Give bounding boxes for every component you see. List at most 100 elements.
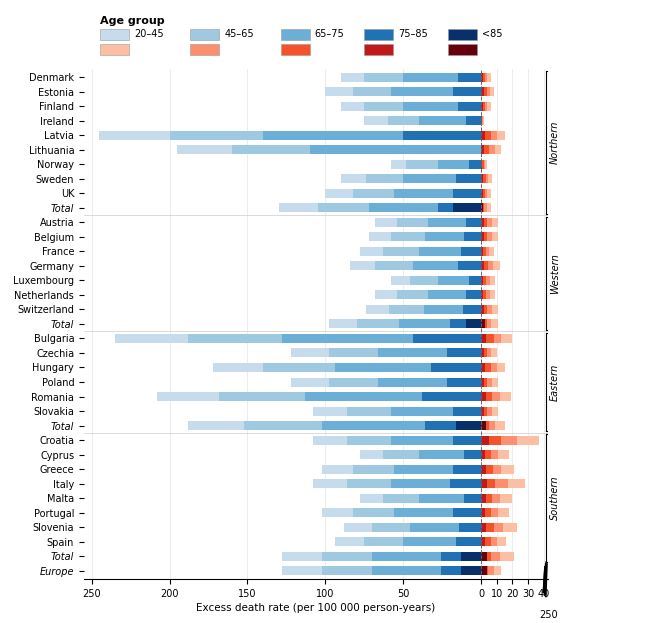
Bar <box>394 189 481 198</box>
Bar <box>170 131 481 140</box>
Bar <box>481 102 488 111</box>
Bar <box>481 276 495 285</box>
Bar <box>481 465 514 473</box>
Bar <box>458 262 481 270</box>
Text: 20–45: 20–45 <box>134 29 164 39</box>
Bar <box>464 450 481 459</box>
Bar <box>481 160 484 169</box>
Bar <box>419 450 481 459</box>
Bar <box>481 232 484 241</box>
Bar <box>379 378 481 386</box>
Bar <box>375 290 481 300</box>
Bar <box>353 189 481 198</box>
Bar <box>344 523 481 531</box>
Bar <box>481 334 486 343</box>
Bar <box>481 247 486 256</box>
Bar <box>481 87 493 96</box>
Bar <box>372 552 481 561</box>
Bar <box>464 493 481 503</box>
Text: Southern: Southern <box>550 476 560 520</box>
Bar <box>372 566 481 575</box>
Bar <box>481 421 495 430</box>
Bar <box>481 290 495 300</box>
Bar <box>322 508 481 517</box>
Bar <box>481 334 493 343</box>
Bar <box>388 117 481 125</box>
Bar <box>481 450 491 459</box>
Bar <box>481 218 492 227</box>
Bar <box>481 479 487 488</box>
Bar <box>481 276 486 285</box>
Bar <box>481 102 485 111</box>
Bar <box>481 508 499 517</box>
Bar <box>403 537 481 546</box>
Bar <box>419 117 481 125</box>
Bar <box>481 537 491 546</box>
Bar <box>481 392 492 401</box>
Bar <box>481 174 486 183</box>
Bar <box>394 508 481 517</box>
Bar <box>481 305 499 314</box>
Bar <box>461 566 481 575</box>
Bar <box>453 189 481 198</box>
Bar <box>188 421 481 430</box>
Bar <box>360 247 481 256</box>
Bar <box>188 334 481 343</box>
Bar <box>481 523 517 531</box>
Bar <box>383 247 481 256</box>
Bar <box>481 290 490 300</box>
Bar <box>425 232 481 241</box>
Bar <box>481 407 488 416</box>
Bar <box>481 145 489 155</box>
Bar <box>390 305 481 314</box>
Bar <box>481 392 511 401</box>
Bar <box>391 407 481 416</box>
Bar <box>481 218 484 227</box>
Bar <box>437 203 481 212</box>
Bar <box>325 189 481 198</box>
Bar <box>481 465 493 473</box>
Bar <box>481 348 484 358</box>
Bar <box>447 348 481 358</box>
Bar <box>481 102 491 111</box>
Bar <box>364 537 481 546</box>
Bar <box>481 262 500 270</box>
Bar <box>99 131 481 140</box>
Bar <box>437 276 481 285</box>
Bar <box>481 493 512 503</box>
Bar <box>313 407 481 416</box>
Bar <box>322 465 481 473</box>
Bar <box>481 131 491 140</box>
Bar <box>481 145 502 155</box>
Bar <box>425 421 481 430</box>
Bar <box>481 523 503 531</box>
Bar <box>481 73 488 82</box>
Bar <box>481 145 495 155</box>
Bar <box>481 378 492 386</box>
Bar <box>481 421 504 430</box>
Bar <box>481 407 499 416</box>
Bar <box>481 320 491 328</box>
Bar <box>481 508 510 517</box>
Bar <box>481 450 510 459</box>
Bar <box>419 493 481 503</box>
Bar <box>481 189 483 198</box>
Bar <box>481 87 484 96</box>
Bar <box>481 189 485 198</box>
Bar <box>313 435 481 445</box>
Bar <box>291 378 481 386</box>
Bar <box>360 450 481 459</box>
Bar <box>481 566 493 575</box>
Text: 75–85: 75–85 <box>399 29 428 39</box>
Bar <box>322 552 481 561</box>
Bar <box>481 131 497 140</box>
Bar <box>322 421 481 430</box>
Bar <box>341 73 481 82</box>
Bar <box>481 232 488 241</box>
Bar <box>357 320 481 328</box>
Bar <box>115 334 481 343</box>
Bar <box>481 218 488 227</box>
Bar <box>466 320 481 328</box>
Text: <85: <85 <box>482 29 503 39</box>
Bar <box>328 378 481 386</box>
